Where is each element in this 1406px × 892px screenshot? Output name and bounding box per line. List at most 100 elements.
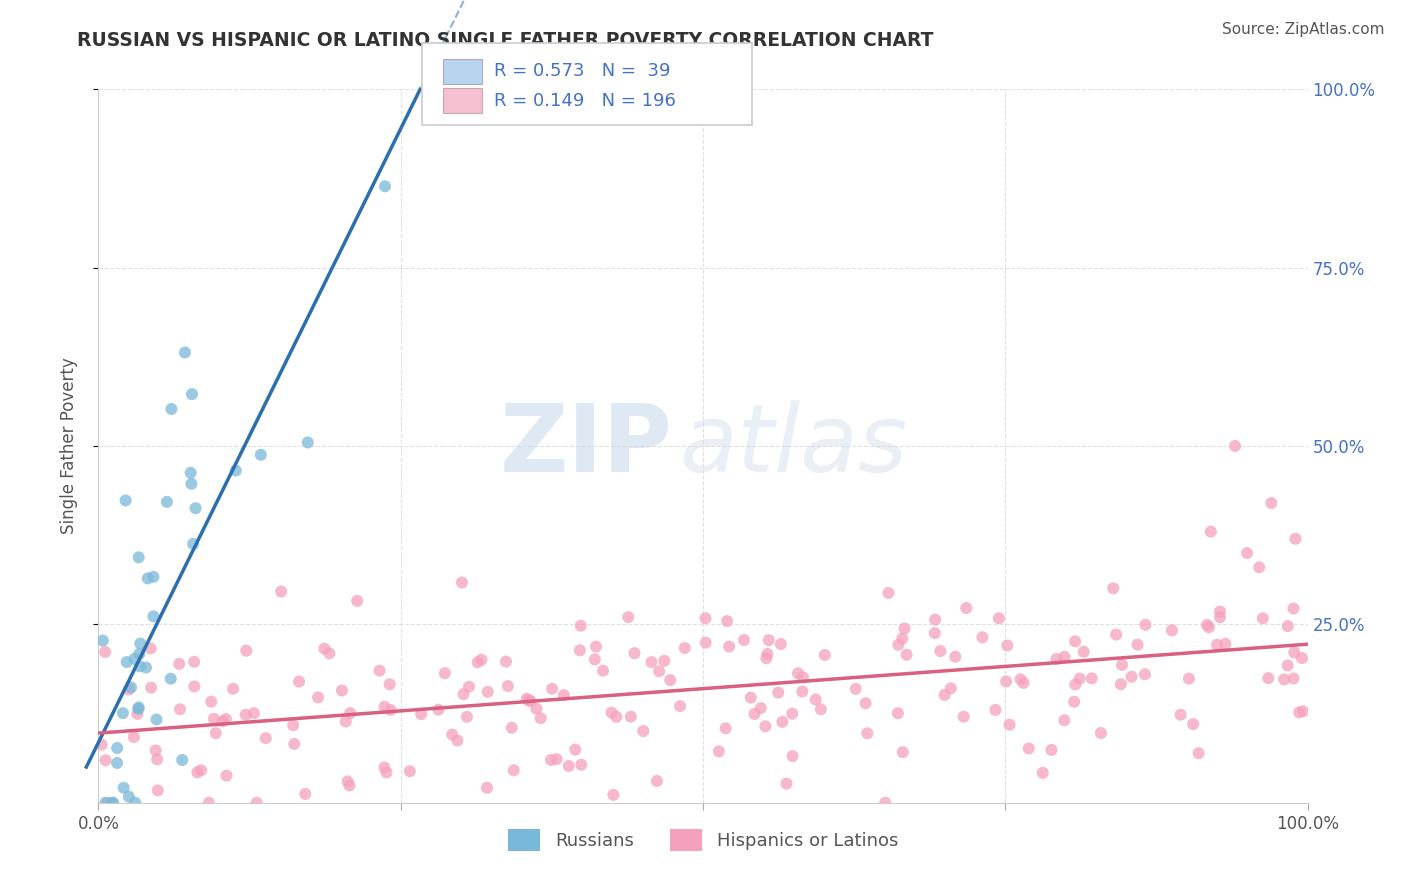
Point: [114, 493, 136, 508]
Point: [446, 733, 468, 747]
Point: [845, 681, 868, 696]
Point: [1223, 439, 1246, 453]
Point: [105, 756, 128, 770]
Point: [1209, 605, 1232, 619]
Point: [1040, 743, 1063, 757]
Point: [433, 666, 456, 681]
Point: [139, 641, 162, 656]
Point: [225, 464, 247, 478]
Point: [877, 586, 900, 600]
Point: [1135, 617, 1157, 632]
Point: [939, 681, 962, 696]
Point: [181, 537, 204, 551]
Point: [127, 702, 149, 716]
Point: [169, 702, 191, 716]
Point: [183, 655, 205, 669]
Point: [477, 685, 499, 699]
Point: [605, 710, 627, 724]
Point: [270, 584, 292, 599]
Point: [891, 632, 914, 646]
Point: [235, 707, 257, 722]
Point: [855, 696, 877, 710]
Point: [186, 765, 208, 780]
Point: [546, 752, 568, 766]
Point: [787, 666, 810, 681]
Point: [136, 571, 159, 585]
Point: [557, 759, 579, 773]
Point: [297, 435, 319, 450]
Point: [215, 712, 238, 726]
Point: [553, 688, 575, 702]
Point: [516, 691, 538, 706]
Point: [856, 726, 879, 740]
Point: [373, 760, 395, 774]
Point: [540, 753, 562, 767]
Point: [1109, 677, 1132, 691]
Point: [128, 659, 150, 673]
Point: [1080, 671, 1102, 685]
Point: [222, 681, 245, 696]
Point: [792, 684, 814, 698]
Point: [1206, 638, 1229, 652]
Point: [952, 709, 974, 723]
Point: [887, 638, 910, 652]
Point: [1053, 714, 1076, 728]
Point: [645, 774, 668, 789]
Point: [1102, 582, 1125, 596]
Point: [235, 643, 257, 657]
Y-axis label: Single Father Poverty: Single Father Poverty: [59, 358, 77, 534]
Point: [623, 646, 645, 660]
Point: [929, 644, 952, 658]
Point: [652, 654, 675, 668]
Text: ZIP: ZIP: [501, 400, 672, 492]
Point: [620, 709, 643, 723]
Point: [90, 738, 112, 752]
Point: [441, 727, 464, 741]
Point: [585, 640, 607, 654]
Point: [695, 611, 717, 625]
Point: [541, 681, 564, 696]
Point: [458, 680, 481, 694]
Point: [707, 744, 730, 758]
Point: [336, 774, 359, 789]
Point: [180, 466, 202, 480]
Point: [380, 703, 402, 717]
Point: [1291, 651, 1313, 665]
Point: [780, 706, 803, 721]
Point: [924, 626, 946, 640]
Point: [875, 796, 897, 810]
Point: [181, 387, 204, 401]
Point: [1133, 667, 1156, 681]
Point: [1251, 611, 1274, 625]
Text: R = 0.573   N =  39: R = 0.573 N = 39: [494, 62, 671, 80]
Point: [1010, 673, 1032, 687]
Point: [1213, 637, 1236, 651]
Point: [755, 651, 778, 665]
Point: [758, 633, 780, 648]
Point: [1288, 706, 1310, 720]
Point: [215, 769, 238, 783]
Point: [314, 641, 336, 656]
Point: [1292, 704, 1315, 718]
Point: [1063, 695, 1085, 709]
Point: [1161, 624, 1184, 638]
Point: [733, 633, 755, 648]
Point: [1069, 672, 1091, 686]
Point: [934, 688, 956, 702]
Point: [1236, 546, 1258, 560]
Point: [1064, 634, 1087, 648]
Point: [128, 550, 150, 565]
Point: [368, 664, 391, 678]
Point: [373, 699, 395, 714]
Point: [1195, 618, 1218, 632]
Point: [1090, 726, 1112, 740]
Legend: Russians, Hispanics or Latinos: Russians, Hispanics or Latinos: [501, 822, 905, 858]
Point: [307, 690, 329, 705]
Point: [318, 646, 340, 660]
Point: [145, 713, 167, 727]
Point: [1045, 652, 1067, 666]
Point: [475, 780, 498, 795]
Point: [346, 594, 368, 608]
Point: [1284, 645, 1306, 659]
Point: [129, 636, 152, 650]
